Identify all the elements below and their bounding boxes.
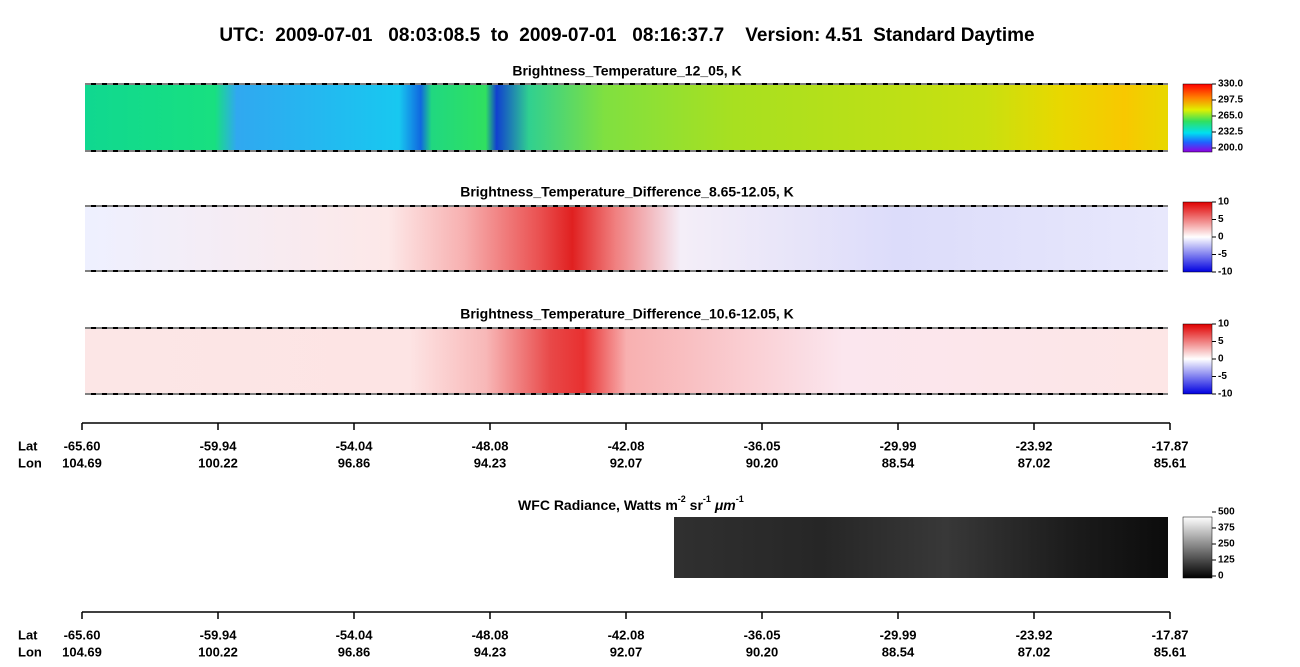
row-label: Lat (18, 627, 38, 642)
colorbar-label: 0 (1218, 571, 1224, 582)
colorbar-label: 125 (1218, 555, 1235, 566)
lon-label: 100.22 (198, 455, 238, 470)
title-sup: -2 (678, 494, 686, 504)
lat-label: -29.99 (880, 438, 917, 453)
lon-label: 94.23 (474, 455, 507, 470)
lat-label: -36.05 (744, 438, 781, 453)
lat-label: -54.04 (336, 438, 374, 453)
lat-label: -42.08 (608, 438, 645, 453)
lon-label: 85.61 (1154, 455, 1187, 470)
title-part: WFC Radiance, Watts m (518, 497, 678, 513)
colorbar (1182, 516, 1213, 579)
lon-label: 92.07 (610, 455, 643, 470)
colorbar-label: 500 (1218, 507, 1235, 518)
lon-label: 87.02 (1018, 455, 1051, 470)
colorbar-label: 10 (1218, 197, 1230, 208)
lon-label: 85.61 (1154, 644, 1187, 659)
lat-label: -17.87 (1152, 438, 1189, 453)
panel-title: Brightness_Temperature_Difference_8.65-1… (460, 184, 794, 200)
lon-label: 90.20 (746, 455, 779, 470)
image-strip (85, 84, 1168, 151)
lat-label: -65.60 (64, 627, 101, 642)
row-label: Lon (18, 644, 42, 659)
row-label: Lon (18, 455, 42, 470)
colorbar-label: 265.0 (1218, 111, 1243, 122)
lon-label: 96.86 (338, 644, 371, 659)
colorbar (1182, 323, 1213, 395)
image-strip (85, 206, 1168, 271)
lon-label: 94.23 (474, 644, 507, 659)
page-title: UTC: 2009-07-01 08:03:08.5 to 2009-07-01… (219, 25, 1034, 46)
lon-label: 96.86 (338, 455, 371, 470)
panel-title: Brightness_Temperature_12_05, K (512, 63, 741, 79)
lon-label: 87.02 (1018, 644, 1051, 659)
image-strip (674, 517, 1168, 578)
lat-label: -23.92 (1016, 438, 1053, 453)
lon-label: 90.20 (746, 644, 779, 659)
lat-label: -42.08 (608, 627, 645, 642)
colorbar (1182, 83, 1213, 153)
colorbar-label: 297.5 (1218, 95, 1243, 106)
lon-label: 92.07 (610, 644, 643, 659)
colorbar-label: -10 (1218, 267, 1233, 278)
lat-label: -29.99 (880, 627, 917, 642)
lon-label: 100.22 (198, 644, 238, 659)
lat-label: -65.60 (64, 438, 101, 453)
lon-label: 88.54 (882, 644, 915, 659)
lat-label: -17.87 (1152, 627, 1189, 642)
title-part: sr (686, 497, 704, 513)
colorbar-label: -5 (1218, 371, 1227, 382)
colorbar-label: 330.0 (1218, 79, 1243, 90)
lat-label: -59.94 (200, 438, 238, 453)
row-label: Lat (18, 438, 38, 453)
generated: 330.0297.5265.0232.5200.01050-5-101050-5… (18, 79, 1243, 660)
title-part: μm (711, 497, 736, 513)
colorbar-label: 250 (1218, 539, 1235, 550)
panel-title: WFC Radiance, Watts m-2 sr-1 μm-1 (506, 491, 747, 513)
lat-label: -54.04 (336, 627, 374, 642)
title-sup: -1 (736, 494, 744, 504)
colorbar-label: -5 (1218, 249, 1227, 260)
lat-label: -48.08 (472, 438, 509, 453)
image-strip (85, 328, 1168, 394)
colorbar-label: 0 (1218, 354, 1224, 365)
colorbar-label: 5 (1218, 336, 1224, 347)
colorbar-label: 10 (1218, 319, 1230, 330)
colorbar-label: 200.0 (1218, 143, 1243, 154)
title-sup: -1 (703, 494, 711, 504)
lat-label: -48.08 (472, 627, 509, 642)
colorbar-label: -10 (1218, 389, 1233, 400)
colorbar (1182, 201, 1213, 273)
lat-label: -36.05 (744, 627, 781, 642)
lat-label: -59.94 (200, 627, 238, 642)
lon-label: 104.69 (62, 644, 102, 659)
panel-title: Brightness_Temperature_Difference_10.6-1… (460, 306, 794, 322)
lat-label: -23.92 (1016, 627, 1053, 642)
colorbar-label: 232.5 (1218, 127, 1243, 138)
colorbar-label: 5 (1218, 214, 1224, 225)
lon-label: 88.54 (882, 455, 915, 470)
lon-label: 104.69 (62, 455, 102, 470)
colorbar-label: 0 (1218, 232, 1224, 243)
colorbar-label: 375 (1218, 523, 1235, 534)
